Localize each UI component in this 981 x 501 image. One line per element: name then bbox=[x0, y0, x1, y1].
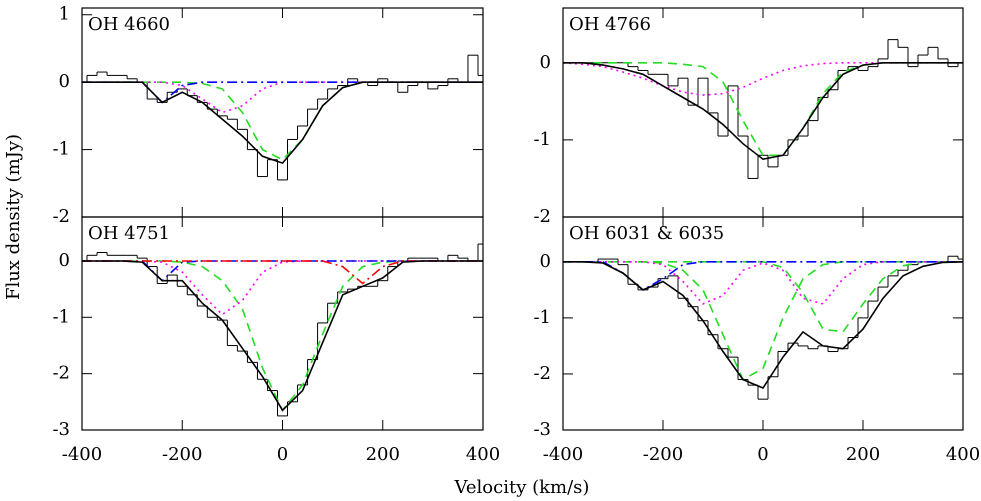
y-tick-label: -2 bbox=[533, 363, 551, 384]
y-tick-label: 1 bbox=[59, 4, 70, 25]
model-curve bbox=[82, 260, 483, 282]
panel-label: OH 4660 bbox=[88, 14, 170, 35]
y-tick-label: 0 bbox=[540, 52, 551, 73]
x-tick-label: -200 bbox=[643, 444, 683, 465]
x-tick-label: 400 bbox=[466, 444, 500, 465]
y-tick-label: -2 bbox=[52, 363, 70, 384]
x-axis-label: Velocity (km/s) bbox=[454, 477, 590, 498]
model-curve bbox=[563, 62, 963, 161]
x-tick-label: -200 bbox=[162, 444, 202, 465]
panel: 0 -1 -2 OH 4766 bbox=[533, 7, 964, 227]
panel: 1 0 -1 -2 OH 4660 bbox=[52, 4, 484, 227]
model-curve bbox=[82, 260, 483, 412]
panel-label: OH 4766 bbox=[569, 14, 651, 35]
model-curve bbox=[563, 261, 963, 305]
y-tick-label: 0 bbox=[540, 251, 551, 272]
y-tick-label: -1 bbox=[533, 129, 551, 150]
model-curve bbox=[82, 81, 483, 165]
x-tick-label: -400 bbox=[62, 444, 102, 465]
model-curve bbox=[82, 260, 483, 316]
model-curve bbox=[562, 62, 963, 96]
y-tick-label: -2 bbox=[52, 206, 70, 227]
x-tick-label: 200 bbox=[366, 444, 400, 465]
panel-label: OH 4751 bbox=[88, 223, 170, 244]
panel-label: OH 6031 & 6035 bbox=[569, 223, 724, 244]
panel-frame bbox=[81, 216, 484, 431]
model-curve bbox=[563, 261, 963, 381]
model-curve bbox=[82, 81, 483, 104]
model-curve bbox=[563, 62, 963, 157]
x-tick-label: 200 bbox=[846, 444, 880, 465]
panel-frame bbox=[81, 7, 484, 218]
model-curve bbox=[82, 260, 483, 285]
y-tick-label: -1 bbox=[52, 306, 70, 327]
x-tick-label: 0 bbox=[757, 444, 768, 465]
model-curve bbox=[563, 261, 964, 389]
y-tick-label: -1 bbox=[52, 139, 70, 160]
panel-frame bbox=[562, 7, 964, 218]
y-tick-label: -1 bbox=[533, 307, 551, 328]
x-tick-label: 0 bbox=[277, 444, 288, 465]
model-curve bbox=[82, 81, 483, 114]
y-axis-label: Flux density (mJy) bbox=[3, 134, 24, 300]
panel-frame bbox=[562, 216, 964, 431]
model-curve bbox=[82, 81, 483, 161]
x-tick-label: 400 bbox=[946, 444, 980, 465]
y-tick-label: -3 bbox=[52, 419, 70, 440]
y-tick-label: -3 bbox=[533, 419, 551, 440]
panel: -400 -200 0 200 400 0 -1 -2 -3 OH 4751 bbox=[52, 216, 500, 465]
x-tick-label: -400 bbox=[543, 444, 583, 465]
y-tick-label: 0 bbox=[59, 250, 70, 271]
y-tick-label: 0 bbox=[59, 71, 70, 92]
model-curve bbox=[82, 260, 483, 412]
panel: -400 -200 0 200 400 0 -1 -2 -3 OH 6031 & 6035 bbox=[533, 216, 980, 465]
y-tick-label: -2 bbox=[533, 206, 551, 227]
